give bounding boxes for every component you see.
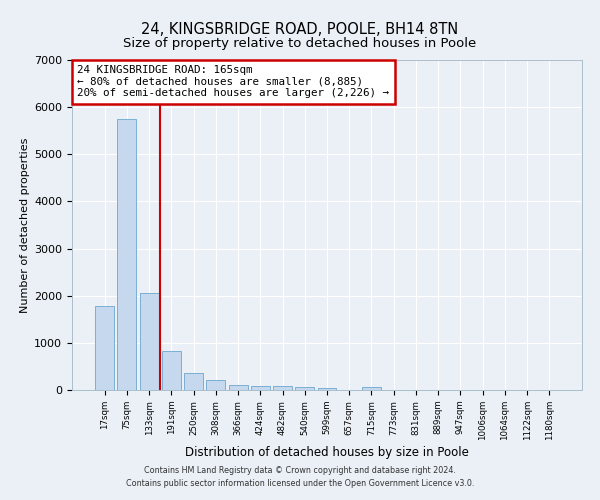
Bar bbox=[184, 372, 203, 390]
Bar bbox=[362, 388, 381, 390]
Bar bbox=[251, 386, 270, 390]
X-axis label: Distribution of detached houses by size in Poole: Distribution of detached houses by size … bbox=[185, 446, 469, 458]
Bar bbox=[229, 384, 248, 390]
Bar bbox=[273, 386, 292, 390]
Bar bbox=[206, 380, 225, 390]
Bar bbox=[295, 388, 314, 390]
Text: 24 KINGSBRIDGE ROAD: 165sqm
← 80% of detached houses are smaller (8,885)
20% of : 24 KINGSBRIDGE ROAD: 165sqm ← 80% of det… bbox=[77, 65, 389, 98]
Text: Size of property relative to detached houses in Poole: Size of property relative to detached ho… bbox=[124, 38, 476, 51]
Text: 24, KINGSBRIDGE ROAD, POOLE, BH14 8TN: 24, KINGSBRIDGE ROAD, POOLE, BH14 8TN bbox=[142, 22, 458, 38]
Bar bbox=[317, 388, 337, 390]
Bar bbox=[118, 119, 136, 390]
Bar bbox=[140, 293, 158, 390]
Y-axis label: Number of detached properties: Number of detached properties bbox=[20, 138, 30, 312]
Bar bbox=[95, 306, 114, 390]
Text: Contains HM Land Registry data © Crown copyright and database right 2024.
Contai: Contains HM Land Registry data © Crown c… bbox=[126, 466, 474, 487]
Bar bbox=[162, 351, 181, 390]
